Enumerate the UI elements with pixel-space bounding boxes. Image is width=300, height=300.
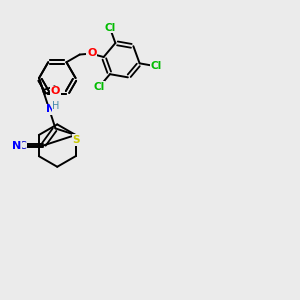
Text: O: O: [87, 48, 96, 58]
Text: Cl: Cl: [104, 22, 116, 32]
Text: C: C: [20, 141, 27, 151]
Text: Cl: Cl: [150, 61, 161, 71]
Text: N: N: [12, 141, 21, 151]
Text: H: H: [52, 101, 60, 111]
Text: N: N: [46, 104, 56, 114]
Text: Cl: Cl: [94, 82, 105, 92]
Text: O: O: [51, 86, 60, 96]
Text: S: S: [72, 135, 80, 145]
